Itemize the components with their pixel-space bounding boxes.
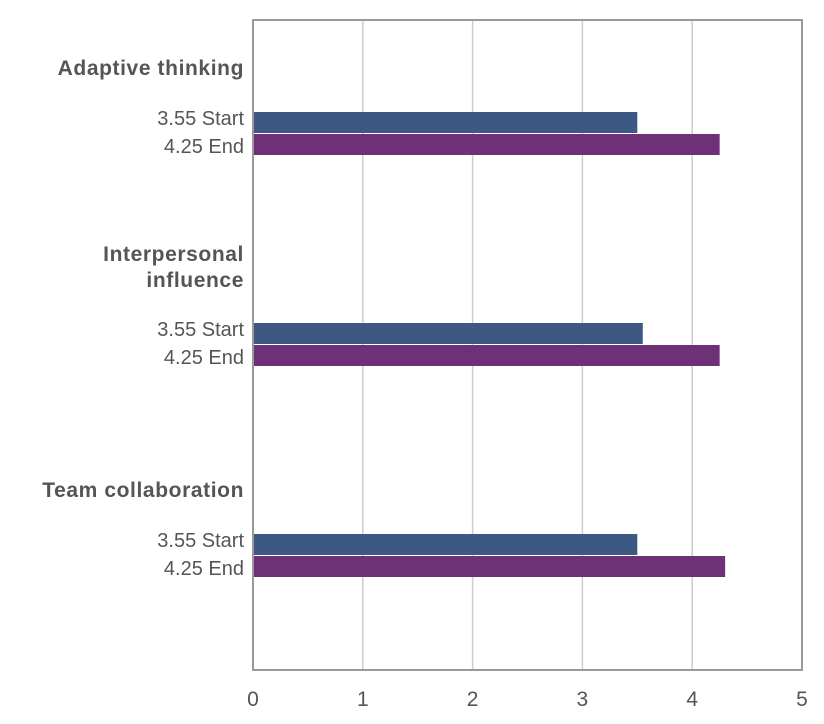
bar-end [253,556,726,577]
x-tick-label: 4 [686,688,698,711]
x-tick-label: 5 [796,688,808,711]
x-tick-label: 2 [467,688,479,711]
category-label: Interpersonal [103,243,244,266]
bar-label-end: 4.25 End [164,558,244,580]
category-label: Team collaboration [42,479,244,502]
x-tick-label: 1 [357,688,369,711]
x-tick-label: 3 [577,688,589,711]
bar-label-end: 4.25 End [164,136,244,158]
bar-label-start: 3.55 Start [157,108,244,130]
bar-end [253,134,720,155]
x-tick-label: 0 [247,688,259,711]
bar-label-end: 4.25 End [164,347,244,369]
bar-label-start: 3.55 Start [157,319,244,341]
bar-start [253,323,643,344]
bar-start [253,112,638,133]
bar-label-start: 3.55 Start [157,530,244,552]
bar-start [253,534,638,555]
bar-end [253,345,720,366]
category-label: influence [146,269,244,292]
plot-frame [252,19,803,671]
x-axis-ticks: 0 1 2 3 4 5 [247,688,808,711]
labels: Adaptive thinking 3.55 Start 4.25 End Inter… [42,57,244,580]
bars [253,112,726,577]
category-label: Adaptive thinking [58,57,244,80]
